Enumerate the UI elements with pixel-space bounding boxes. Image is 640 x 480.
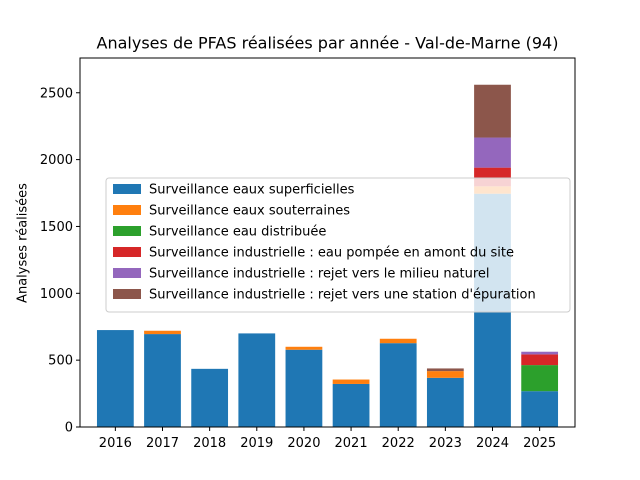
- bar-s5-2023: [426, 368, 464, 372]
- bar-s2-2025: [521, 365, 559, 392]
- legend-swatch: [113, 268, 141, 278]
- bar-s1-2017: [144, 330, 181, 335]
- bar-s4-2025: [521, 351, 559, 355]
- x-tick-label: 2022: [382, 436, 415, 451]
- bar-s3-2025: [521, 354, 559, 366]
- x-tick-label: 2025: [523, 436, 556, 451]
- y-tick-label: 1000: [40, 287, 73, 302]
- bar-s0-2019: [238, 333, 276, 427]
- bar-s1-2023: [426, 371, 464, 378]
- plot-frame: [79, 57, 576, 428]
- bar-s1-2021: [332, 379, 370, 384]
- x-tick-label: 2016: [99, 436, 132, 451]
- legend-label: Surveillance industrielle : eau pompée e…: [149, 246, 514, 261]
- bar-s0-2022: [379, 343, 417, 427]
- legend-swatch: [113, 289, 141, 299]
- bar-s0-2017: [144, 334, 181, 427]
- legend-swatch: [113, 205, 141, 215]
- chart-title: Analyses de PFAS réalisées par année - V…: [97, 34, 559, 53]
- y-tick-label: 2500: [40, 86, 73, 101]
- y-tick-label: 2000: [40, 153, 73, 168]
- bar-s0-2021: [332, 383, 370, 427]
- x-tick-label: 2018: [193, 436, 226, 451]
- y-ticks: 0 500 1000 1500 2000 2500: [40, 86, 80, 436]
- bar-s0-2023: [426, 377, 464, 427]
- legend-label: Surveillance industrielle : rejet vers l…: [149, 267, 490, 282]
- x-tick-label: 2024: [476, 436, 509, 451]
- bar-s1-2022: [379, 338, 417, 344]
- bar-s4-2024: [474, 137, 511, 168]
- bar-s0-2018: [191, 368, 229, 427]
- bar-s0-2025: [521, 391, 559, 427]
- legend-box: [105, 177, 571, 313]
- x-tick-label: 2020: [287, 436, 320, 451]
- legend-label: Surveillance eau distribuée: [149, 225, 326, 240]
- y-tick-label: 0: [65, 421, 73, 436]
- y-tick-label: 500: [48, 354, 73, 369]
- x-ticks: 2016 2017 2018 2019 2020 2021 2022 2023 2024 2025: [99, 427, 556, 451]
- y-tick-label: 1500: [40, 220, 73, 235]
- legend-swatch: [113, 226, 141, 236]
- x-tick-label: 2023: [429, 436, 462, 451]
- legend-swatch: [113, 184, 141, 194]
- legend: Surveillance eaux superficielles Surveill…: [105, 177, 571, 313]
- bar-s5-2024: [474, 84, 511, 138]
- x-tick-label: 2017: [146, 436, 179, 451]
- bar-s0-2020: [285, 349, 323, 427]
- bar-s0-2016: [96, 330, 134, 427]
- y-axis-label: Analyses réalisées: [16, 183, 31, 303]
- bar-s1-2020: [285, 346, 323, 350]
- legend-label: Surveillance industrielle : rejet vers u…: [149, 288, 536, 303]
- x-tick-label: 2019: [240, 436, 273, 451]
- legend-swatch: [113, 247, 141, 257]
- legend-label: Surveillance eaux superficielles: [149, 183, 355, 198]
- legend-label: Surveillance eaux souterraines: [149, 204, 350, 219]
- x-tick-label: 2021: [335, 436, 368, 451]
